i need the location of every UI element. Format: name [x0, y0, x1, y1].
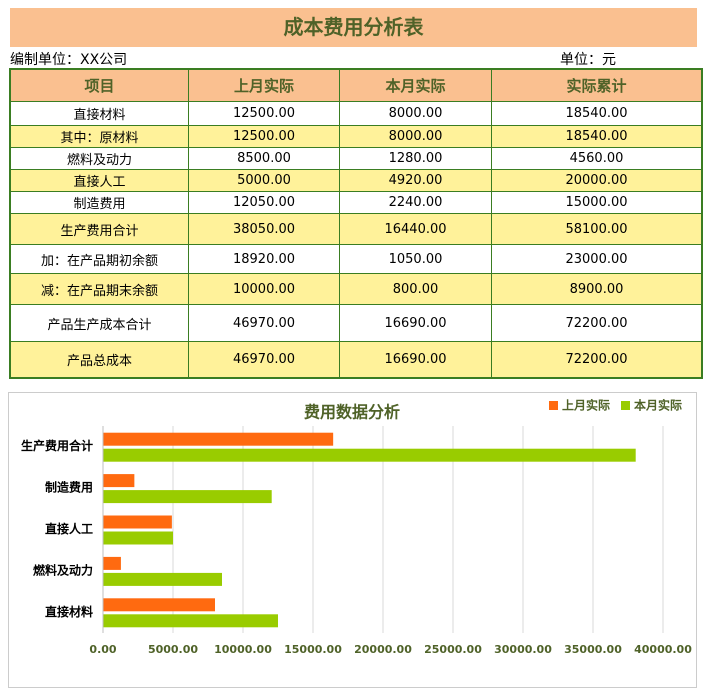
- table-row: 产品总成本 46970.00 16690.00 72200.00: [9, 341, 703, 378]
- x-tick-label: 40000.00: [634, 643, 692, 656]
- bar: [103, 490, 272, 504]
- table-cell: 产品生产成本合计: [9, 304, 189, 342]
- legend-label: 上月实际: [562, 398, 610, 413]
- unit-left: 编制单位：XX公司: [10, 52, 128, 68]
- bar: [103, 432, 334, 446]
- table-cell: 38050.00: [188, 213, 340, 245]
- table-cell: 4560.00: [491, 147, 703, 170]
- table-row: 其中：原材料 12500.00 8000.00 18540.00: [9, 125, 703, 148]
- table-cell: 12500.00: [188, 101, 340, 126]
- table-cell: 1050.00: [339, 244, 492, 274]
- table-cell: 直接人工: [9, 169, 189, 192]
- y-tick-label: 直接人工: [45, 521, 93, 536]
- x-tick-label: 25000.00: [424, 643, 482, 656]
- bar: [103, 515, 172, 529]
- bar: [103, 474, 135, 488]
- table-cell: 生产费用合计: [9, 213, 189, 245]
- table-cell: 8000.00: [339, 101, 492, 126]
- column-header: 实际累计: [491, 68, 703, 102]
- header-row: 项目 上月实际 本月实际 实际累计: [9, 68, 703, 102]
- table-cell: 23000.00: [491, 244, 703, 274]
- table-cell: 产品总成本: [9, 341, 189, 378]
- table-cell: 72200.00: [491, 341, 703, 378]
- y-tick-label: 生产费用合计: [21, 438, 93, 453]
- table-cell: 燃料及动力: [9, 147, 189, 170]
- x-tick-label: 5000.00: [148, 643, 198, 656]
- y-tick-label: 直接材料: [45, 604, 93, 619]
- table-cell: 800.00: [339, 273, 492, 305]
- table-cell: 18920.00: [188, 244, 340, 274]
- x-tick-label: 0.00: [89, 643, 116, 656]
- table-cell: 46970.00: [188, 341, 340, 378]
- column-header: 上月实际: [188, 68, 340, 102]
- bar: [103, 448, 636, 462]
- x-tick-label: 35000.00: [564, 643, 622, 656]
- table-cell: 8500.00: [188, 147, 340, 170]
- y-tick-label: 燃料及动力: [33, 562, 93, 577]
- table-cell: 12500.00: [188, 125, 340, 148]
- chart-title: 费用数据分析: [304, 403, 400, 422]
- title: 成本费用分析表: [10, 8, 697, 47]
- table-cell: 10000.00: [188, 273, 340, 305]
- table-cell: 制造费用: [9, 191, 189, 214]
- column-header: 项目: [9, 68, 189, 102]
- bar: [103, 598, 215, 612]
- table-row: 加：在产品期初余额 18920.00 1050.00 23000.00: [9, 244, 703, 274]
- table-row: 制造费用 12050.00 2240.00 15000.00: [9, 191, 703, 214]
- table-cell: 16690.00: [339, 304, 492, 342]
- table-cell: 2240.00: [339, 191, 492, 214]
- x-tick-label: 30000.00: [494, 643, 552, 656]
- cost-table: 项目 上月实际 本月实际 实际累计 直接材料 12500.00 8000.00 18540.0…: [9, 68, 703, 379]
- legend-swatch: [621, 401, 630, 410]
- bar: [103, 556, 121, 570]
- unit-right: 单位：元: [560, 52, 616, 68]
- x-tick-label: 20000.00: [354, 643, 412, 656]
- table-cell: 16440.00: [339, 213, 492, 245]
- x-tick-label: 10000.00: [214, 643, 272, 656]
- x-tick-label: 15000.00: [284, 643, 342, 656]
- column-header: 本月实际: [339, 68, 492, 102]
- table-cell: 18540.00: [491, 101, 703, 126]
- table-cell: 12050.00: [188, 191, 340, 214]
- table-row: 减：在产品期末余额 10000.00 800.00 8900.00: [9, 273, 703, 305]
- legend-swatch: [549, 401, 558, 410]
- y-tick-label: 制造费用: [45, 480, 93, 495]
- table-cell: 8900.00: [491, 273, 703, 305]
- table-cell: 20000.00: [491, 169, 703, 192]
- table-cell: 加：在产品期初余额: [9, 244, 189, 274]
- table-cell: 16690.00: [339, 341, 492, 378]
- legend-label: 本月实际: [634, 398, 682, 413]
- bar: [103, 614, 278, 628]
- table-cell: 其中：原材料: [9, 125, 189, 148]
- bar: [103, 572, 222, 586]
- bar: [103, 531, 173, 545]
